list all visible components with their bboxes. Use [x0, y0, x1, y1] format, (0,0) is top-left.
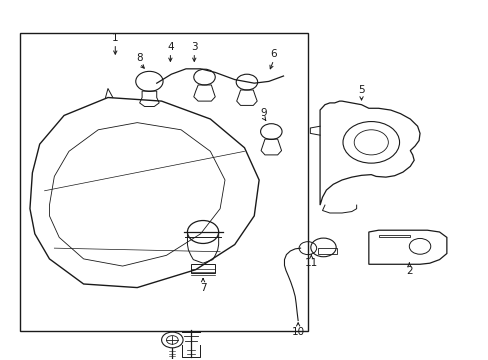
- Text: 11: 11: [304, 258, 317, 268]
- Text: 1: 1: [112, 33, 119, 43]
- Text: 4: 4: [167, 42, 173, 52]
- Text: 2: 2: [405, 266, 412, 276]
- Text: 9: 9: [260, 108, 267, 118]
- Text: 3: 3: [191, 42, 197, 52]
- Text: 8: 8: [136, 53, 142, 63]
- Text: 6: 6: [270, 49, 277, 59]
- Bar: [317, 248, 336, 253]
- Text: 10: 10: [291, 327, 304, 337]
- Text: 7: 7: [199, 283, 206, 293]
- Text: 5: 5: [358, 85, 364, 95]
- Bar: [20, 33, 307, 330]
